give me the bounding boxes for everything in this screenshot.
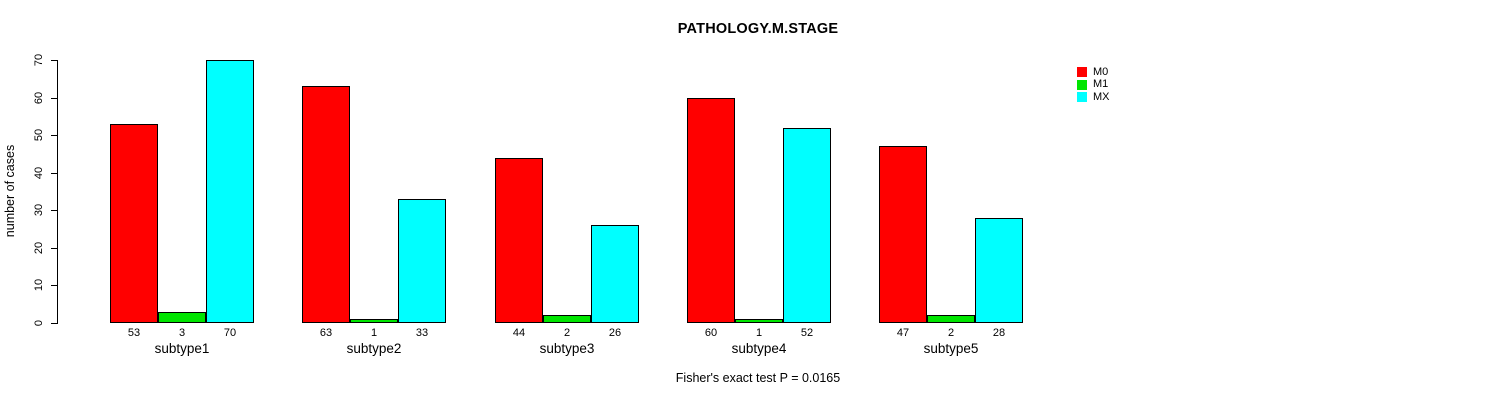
bar-mx-subtype5	[975, 218, 1023, 323]
bar-value-label: 3	[178, 327, 186, 339]
y-axis-tick-label: 30	[33, 203, 45, 217]
category-label-subtype5: subtype5	[923, 341, 979, 356]
y-axis-tick	[51, 173, 57, 174]
bar-mx-subtype3	[591, 225, 639, 323]
legend-swatch-m1	[1077, 79, 1087, 90]
bar-m1-subtype1	[158, 312, 206, 323]
bar-value-label: 1	[755, 327, 763, 339]
bar-mx-subtype1	[206, 60, 254, 323]
bar-value-label: 47	[896, 327, 910, 339]
y-axis-tick-label: 40	[33, 166, 45, 180]
bar-value-label: 33	[415, 327, 429, 339]
y-axis-tick-label: 70	[33, 53, 45, 67]
y-axis-tick	[51, 210, 57, 211]
y-axis-line	[57, 60, 58, 324]
bar-value-label: 2	[563, 327, 571, 339]
bar-value-label: 28	[992, 327, 1006, 339]
bar-value-label: 53	[127, 327, 141, 339]
bar-m0-subtype3	[495, 158, 543, 323]
legend-label-m0: M0	[1093, 65, 1109, 78]
legend-swatch-mx	[1077, 92, 1087, 103]
bar-m1-subtype2	[350, 319, 398, 323]
bar-mx-subtype4	[783, 128, 831, 323]
y-axis-tick-label: 50	[33, 128, 45, 142]
y-axis-tick	[51, 323, 57, 324]
bar-m1-subtype4	[735, 319, 783, 323]
y-axis-tick-label: 60	[33, 91, 45, 105]
legend: M0 M1 MX	[1077, 66, 1110, 104]
y-axis-tick-label: 0	[33, 319, 45, 327]
bar-m0-subtype4	[687, 98, 735, 323]
y-axis-tick	[51, 135, 57, 136]
y-axis-label: number of cases	[3, 144, 17, 238]
bar-m0-subtype1	[110, 124, 158, 323]
y-axis-tick-label: 20	[33, 241, 45, 255]
bar-value-label: 2	[947, 327, 955, 339]
category-label-subtype2: subtype2	[346, 341, 402, 356]
bar-value-label: 63	[319, 327, 333, 339]
legend-label-mx: MX	[1093, 90, 1110, 103]
bar-mx-subtype2	[398, 199, 446, 323]
legend-label-m1: M1	[1093, 78, 1109, 91]
legend-item-m0: M0	[1077, 66, 1110, 79]
y-axis-tick	[51, 98, 57, 99]
category-label-subtype3: subtype3	[539, 341, 595, 356]
bar-m0-subtype5	[879, 146, 927, 323]
bar-m1-subtype5	[927, 315, 975, 323]
bar-value-label: 26	[608, 327, 622, 339]
bar-value-label: 70	[223, 327, 237, 339]
bar-value-label: 52	[800, 327, 814, 339]
category-label-subtype4: subtype4	[731, 341, 787, 356]
y-axis-tick-label: 10	[33, 278, 45, 292]
legend-item-m1: M1	[1077, 79, 1110, 92]
chart-title: PATHOLOGY.M.STAGE	[677, 21, 839, 37]
bar-value-label: 1	[370, 327, 378, 339]
bar-value-label: 44	[512, 327, 526, 339]
category-label-subtype1: subtype1	[154, 341, 210, 356]
y-axis-tick	[51, 248, 57, 249]
footnote-text: Fisher's exact test P = 0.0165	[675, 371, 841, 385]
y-axis-tick	[51, 60, 57, 61]
legend-swatch-m0	[1077, 67, 1087, 78]
bar-value-label: 60	[704, 327, 718, 339]
y-axis-tick	[51, 285, 57, 286]
legend-item-mx: MX	[1077, 91, 1110, 104]
bar-m0-subtype2	[302, 86, 350, 323]
bar-m1-subtype3	[543, 315, 591, 323]
